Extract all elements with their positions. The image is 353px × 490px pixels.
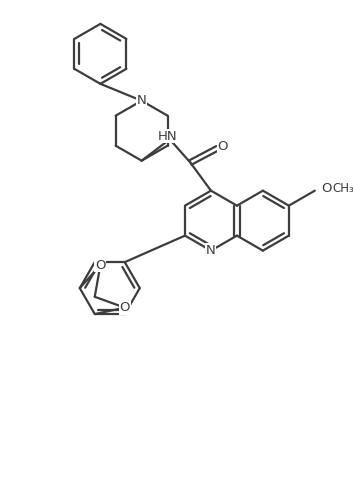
Text: O: O <box>217 140 228 153</box>
Text: O: O <box>120 301 130 314</box>
Text: N: N <box>206 244 216 257</box>
Text: HN: HN <box>158 130 178 143</box>
Text: O: O <box>322 182 332 196</box>
Text: N: N <box>137 94 146 107</box>
Text: O: O <box>95 259 106 272</box>
Text: CH₃: CH₃ <box>333 182 353 196</box>
